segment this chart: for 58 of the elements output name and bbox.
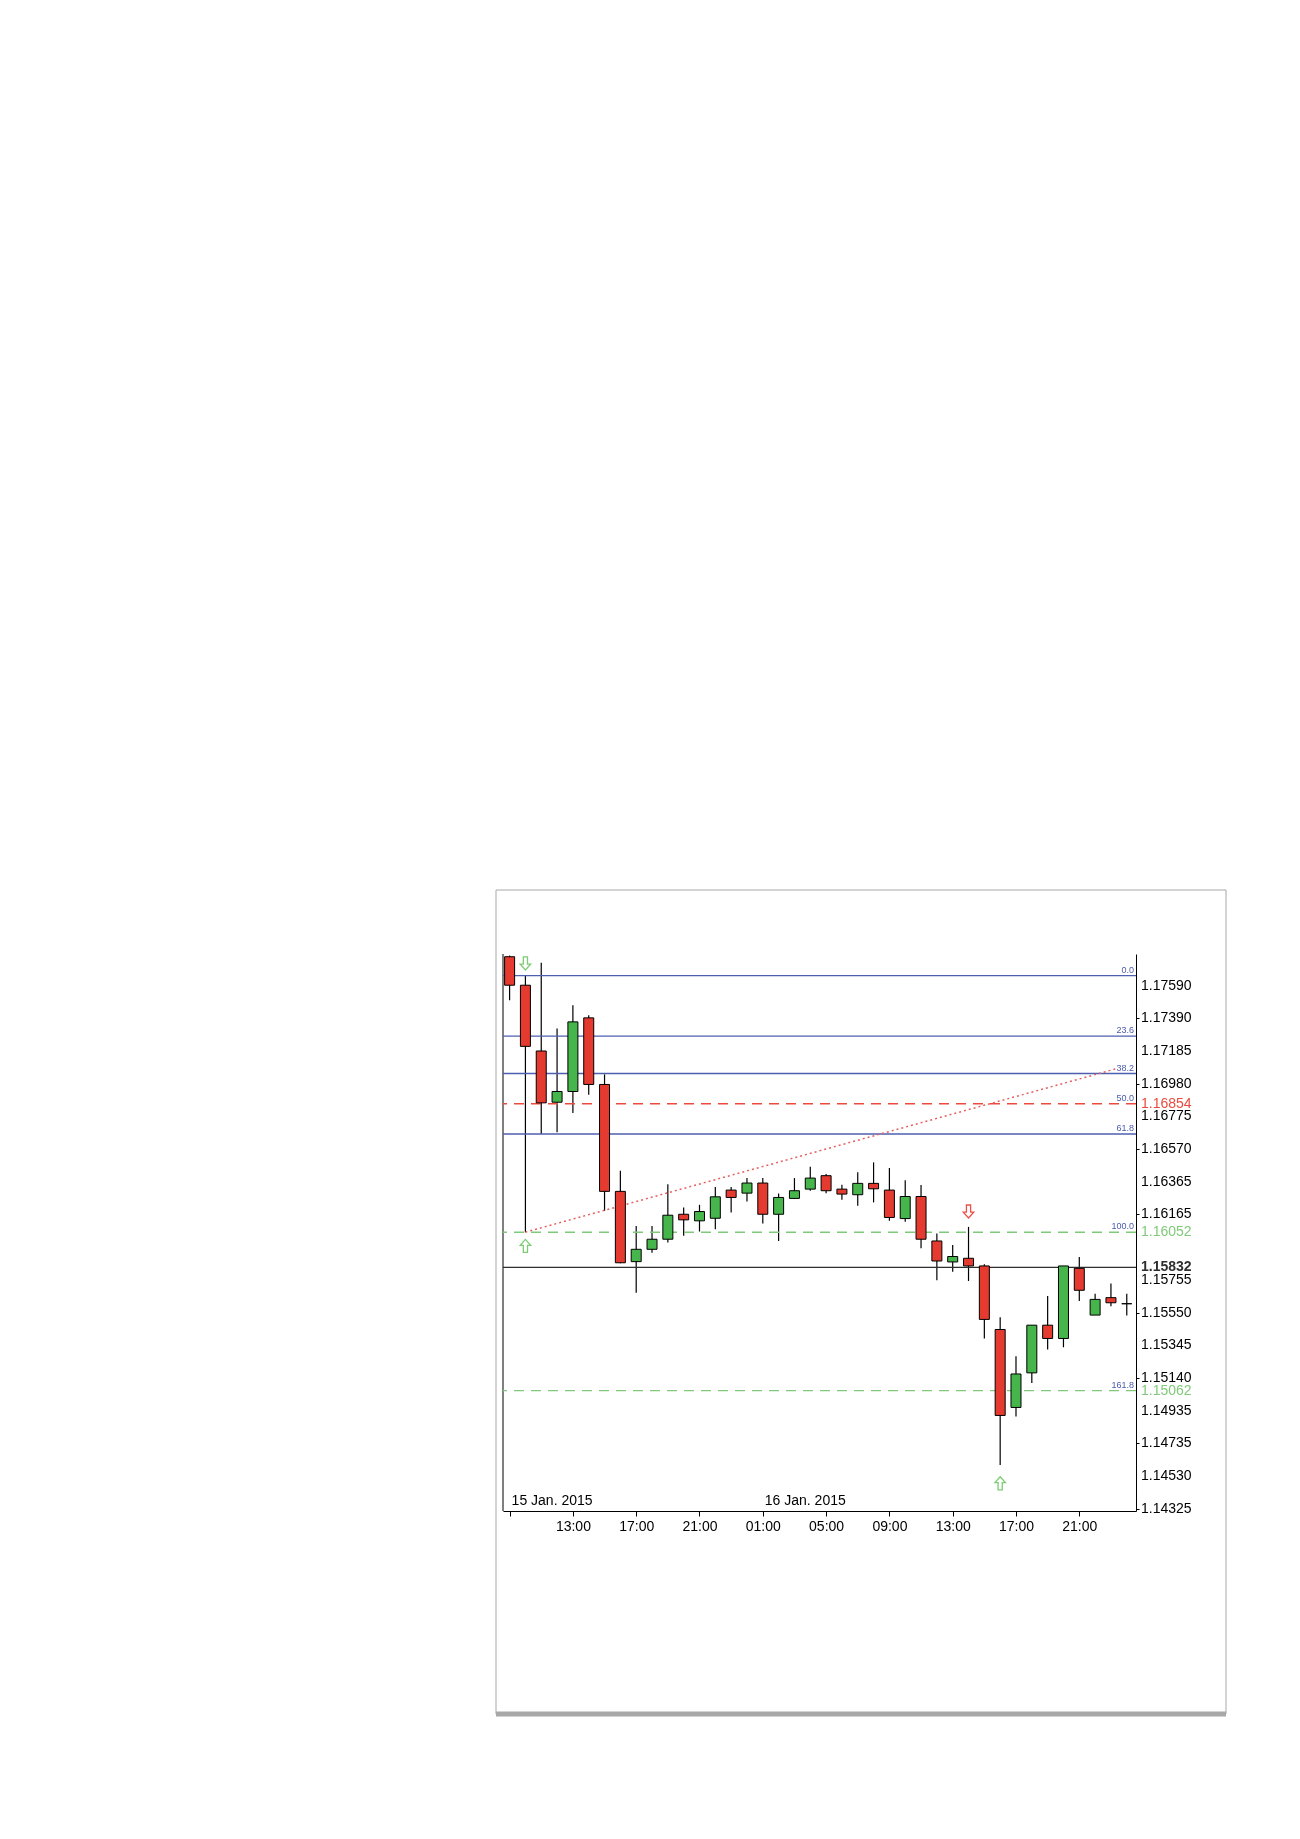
x-tick-label: 13:00 [935,1517,971,1534]
annotation: 15 Jan. 2015 [511,1492,593,1508]
point [519,1238,532,1254]
candlestick [741,1177,753,1203]
x-tick-label: 21:00 [682,1517,718,1534]
ref-line-label: 1.16052 [1141,1223,1192,1240]
candlestick [646,1225,658,1254]
candlestick [678,1206,690,1237]
candlestick [1121,1293,1133,1317]
candlestick [725,1186,737,1214]
candlestick [852,1171,864,1207]
annotation: 16 Jan. 2015 [764,1492,846,1508]
x-tick-label: 21:00 [1062,1517,1098,1534]
y-tick-label: 1.16165 [1141,1205,1192,1222]
y-tick-label: 1.14935 [1141,1401,1192,1418]
x-tick-label: 01:00 [745,1517,782,1534]
candlestick [1089,1293,1101,1316]
y-tick-label: 1.16365 [1141,1173,1192,1190]
x-tick-label: 17:00 [619,1517,655,1534]
candlestick [773,1192,785,1242]
annotation: 50.0 [1116,1092,1134,1103]
candlestick [899,1179,911,1223]
y-tick-label: 1.14530 [1141,1466,1192,1483]
point [962,1204,975,1219]
candlestick [1042,1295,1054,1351]
y-tick-label: 1.17390 [1141,1009,1192,1026]
candlestick [630,1225,642,1294]
candlestick [804,1166,816,1192]
y-tick-label: 1.14735 [1141,1433,1192,1450]
x-tick-label: 17:00 [998,1517,1035,1534]
y-tick-label: 1.14325 [1141,1499,1192,1516]
x-tick-label: 05:00 [809,1517,845,1534]
annotation: 38.2 [1116,1062,1134,1073]
point [994,1476,1007,1491]
candlestick [551,1027,563,1133]
y-tick-label: 1.15345 [1141,1336,1192,1353]
point [519,956,532,971]
annotation: 61.8 [1116,1123,1134,1134]
candlestick [1073,1256,1085,1302]
annotation: 0.0 [1121,964,1134,975]
y-tick-label: 1.17185 [1141,1041,1192,1058]
y-tick-label: 1.15550 [1141,1303,1192,1320]
x-tick-label: 13:00 [555,1517,592,1534]
candlestick [709,1186,721,1230]
y-tick-label: 1.16570 [1141,1140,1192,1157]
candlestick [868,1161,880,1204]
candlestick [947,1244,959,1273]
candlestick [963,1226,975,1282]
annotation: 161.8 [1111,1379,1134,1390]
x-tick-label: 09:00 [872,1517,908,1534]
candlestick [820,1173,832,1194]
candlestick [931,1233,943,1281]
annotation: 23.6 [1116,1025,1134,1036]
y-tick-label: 1.17590 [1141,977,1192,994]
y-tick-label: 1.16980 [1141,1074,1192,1091]
candlestick [1105,1282,1117,1307]
candlestick [693,1204,705,1233]
annotation: 100.0 [1111,1221,1134,1232]
